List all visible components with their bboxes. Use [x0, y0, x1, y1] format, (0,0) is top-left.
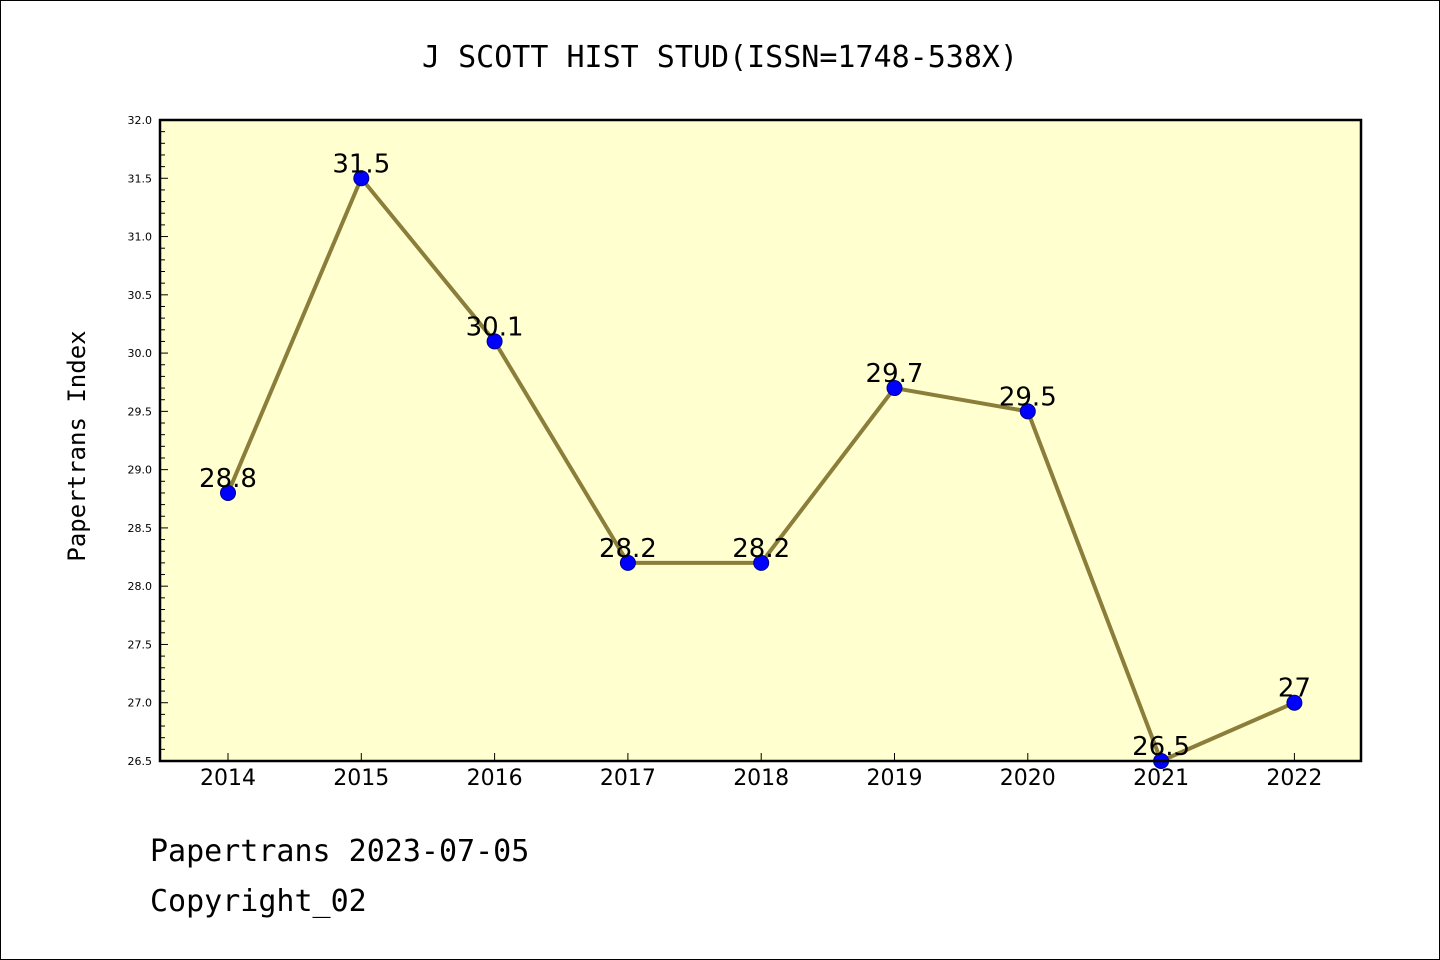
data-label: 27	[1278, 674, 1311, 704]
y-tick-label: 29.0	[128, 464, 153, 477]
data-point	[220, 484, 236, 501]
footer-copyright: Copyright_02	[150, 884, 367, 919]
y-tick-label: 31.5	[128, 172, 153, 185]
data-label: 29.7	[866, 359, 924, 389]
x-axis: 2014 2015 2016 2017 2018 2019 2020 2021 2022	[200, 753, 1322, 791]
data-point	[1286, 694, 1303, 711]
footer-date: Papertrans 2023-07-05	[150, 834, 530, 869]
y-tick-label: 27.5	[128, 638, 153, 651]
data-label: 30.1	[466, 312, 524, 342]
data-point	[353, 170, 370, 187]
x-tick-label: 2020	[1000, 766, 1056, 791]
x-tick-label: 2016	[467, 766, 523, 791]
y-tick-label: 27.0	[128, 697, 153, 710]
y-tick-label: 30.0	[128, 347, 153, 360]
y-tick-label: 26.5	[128, 755, 153, 768]
y-tick-label: 28.5	[128, 522, 153, 535]
y-axis: 26.5 27.0 27.5 28.0 28.5 29.0 29.5 30.0 30.5 31.0…	[128, 114, 168, 768]
x-tick-label: 2022	[1266, 766, 1322, 791]
data-label: 26.5	[1132, 732, 1190, 762]
x-tick-label: 2021	[1133, 766, 1189, 791]
data-label: 29.5	[999, 382, 1057, 412]
y-tick-label: 30.5	[128, 289, 153, 302]
plot-border	[158, 118, 1363, 763]
data-labels: 28.8 31.5 30.1 28.2 28.2 29.7 29.5 26.5 27	[199, 149, 1311, 762]
data-point	[1019, 403, 1036, 420]
x-tick-label: 2019	[867, 766, 923, 791]
x-tick-label: 2014	[200, 766, 256, 791]
x-tick-label: 2017	[600, 766, 656, 791]
chart-title: J SCOTT HIST STUD(ISSN=1748-538X)	[422, 40, 1018, 75]
data-point	[753, 554, 770, 571]
x-tick-label: 2015	[333, 766, 389, 791]
x-tick-label: 2018	[733, 766, 789, 791]
y-tick-label: 28.0	[128, 580, 153, 593]
data-point	[619, 554, 636, 571]
data-label: 31.5	[332, 149, 390, 179]
y-axis-label: Papertrans Index	[63, 330, 91, 561]
y-tick-label: 29.5	[128, 405, 153, 418]
data-point	[886, 380, 903, 397]
y-tick-label: 31.0	[128, 231, 153, 244]
data-label: 28.2	[599, 534, 657, 564]
data-label: 28.2	[732, 534, 790, 564]
y-tick-label: 32.0	[128, 114, 153, 127]
plot-area	[160, 120, 1361, 761]
data-label: 28.8	[199, 464, 257, 494]
data-point	[486, 333, 503, 350]
